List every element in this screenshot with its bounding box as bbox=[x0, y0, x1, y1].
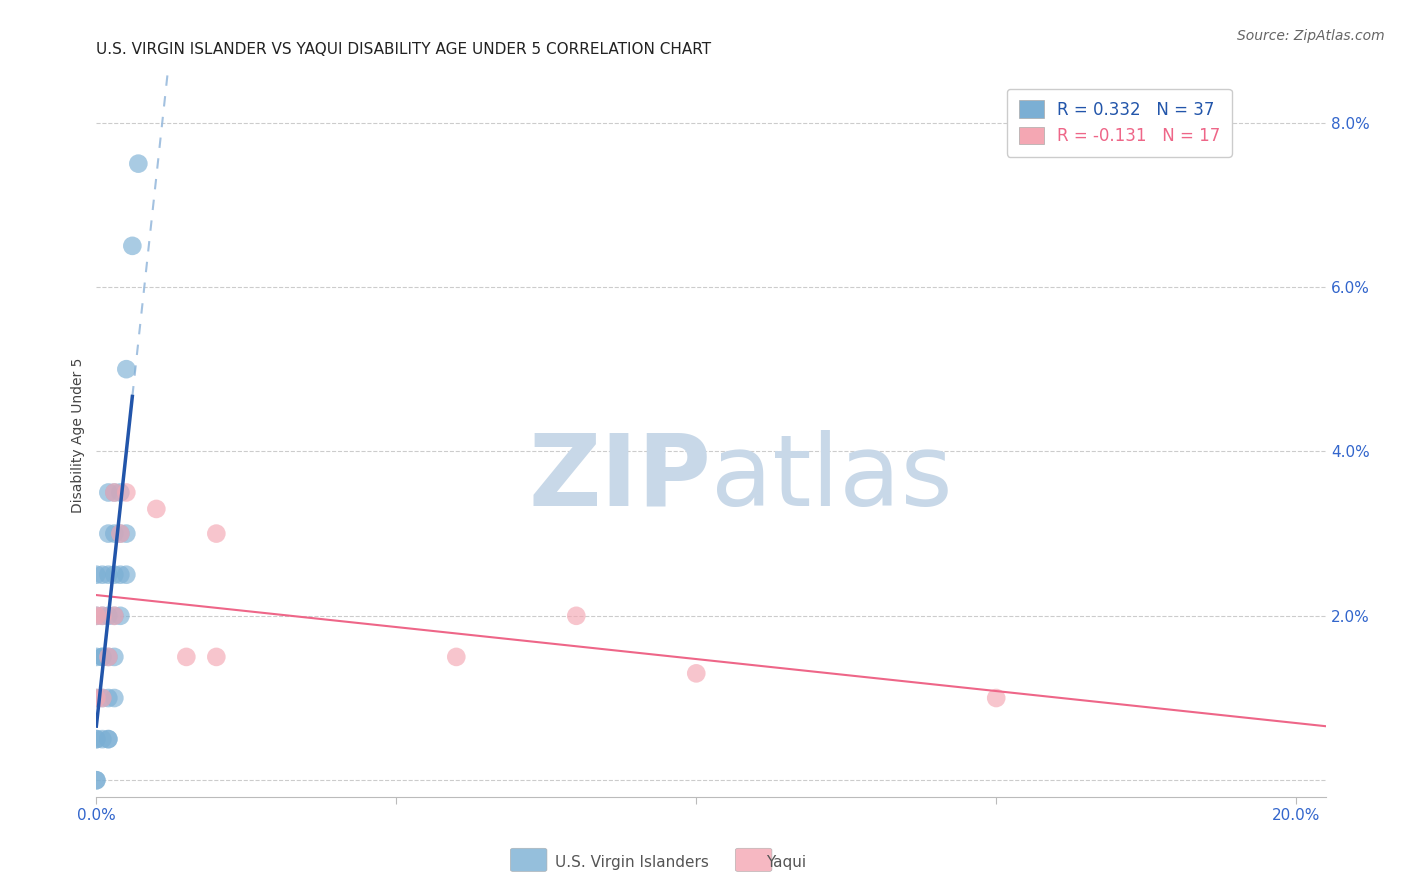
Legend: R = 0.332   N = 37, R = -0.131   N = 17: R = 0.332 N = 37, R = -0.131 N = 17 bbox=[1007, 89, 1232, 157]
Point bbox=[91, 567, 114, 582]
Point bbox=[127, 156, 149, 170]
Point bbox=[115, 362, 138, 376]
Point bbox=[97, 608, 120, 623]
Point bbox=[986, 691, 1008, 706]
Point bbox=[91, 649, 114, 664]
Point bbox=[97, 526, 120, 541]
Point bbox=[176, 649, 198, 664]
Point bbox=[103, 485, 125, 500]
Point bbox=[565, 608, 588, 623]
Point bbox=[86, 773, 108, 788]
Point bbox=[86, 732, 108, 747]
Point bbox=[103, 691, 125, 706]
Text: atlas: atlas bbox=[711, 430, 953, 527]
Point bbox=[685, 666, 707, 681]
Text: Yaqui: Yaqui bbox=[766, 855, 807, 870]
Point bbox=[97, 732, 120, 747]
Point bbox=[86, 773, 108, 788]
Point bbox=[103, 608, 125, 623]
Text: Source: ZipAtlas.com: Source: ZipAtlas.com bbox=[1237, 29, 1385, 43]
Point bbox=[205, 649, 228, 664]
Point bbox=[121, 239, 143, 253]
Point bbox=[97, 691, 120, 706]
Point bbox=[86, 608, 108, 623]
Point bbox=[86, 691, 108, 706]
Point bbox=[91, 649, 114, 664]
Point bbox=[91, 608, 114, 623]
Point bbox=[91, 608, 114, 623]
Point bbox=[110, 485, 132, 500]
Point bbox=[91, 691, 114, 706]
Y-axis label: Disability Age Under 5: Disability Age Under 5 bbox=[72, 358, 86, 513]
Point bbox=[86, 608, 108, 623]
Point bbox=[446, 649, 468, 664]
Point bbox=[97, 485, 120, 500]
Point bbox=[103, 485, 125, 500]
Text: U.S. VIRGIN ISLANDER VS YAQUI DISABILITY AGE UNDER 5 CORRELATION CHART: U.S. VIRGIN ISLANDER VS YAQUI DISABILITY… bbox=[97, 42, 711, 57]
Point bbox=[115, 567, 138, 582]
Point bbox=[103, 526, 125, 541]
Point bbox=[97, 732, 120, 747]
Point bbox=[86, 732, 108, 747]
Point bbox=[86, 691, 108, 706]
Point bbox=[86, 649, 108, 664]
Point bbox=[86, 567, 108, 582]
Point bbox=[145, 502, 167, 516]
Point bbox=[205, 526, 228, 541]
Point bbox=[115, 485, 138, 500]
Point bbox=[103, 567, 125, 582]
Point bbox=[91, 732, 114, 747]
Point bbox=[103, 649, 125, 664]
Point bbox=[110, 567, 132, 582]
Point bbox=[91, 691, 114, 706]
Point bbox=[115, 526, 138, 541]
Point bbox=[110, 608, 132, 623]
Point bbox=[97, 649, 120, 664]
Point bbox=[110, 526, 132, 541]
Text: U.S. Virgin Islanders: U.S. Virgin Islanders bbox=[555, 855, 709, 870]
Text: ZIP: ZIP bbox=[529, 430, 711, 527]
Point bbox=[103, 608, 125, 623]
Point bbox=[97, 567, 120, 582]
Point bbox=[110, 526, 132, 541]
Point bbox=[97, 649, 120, 664]
